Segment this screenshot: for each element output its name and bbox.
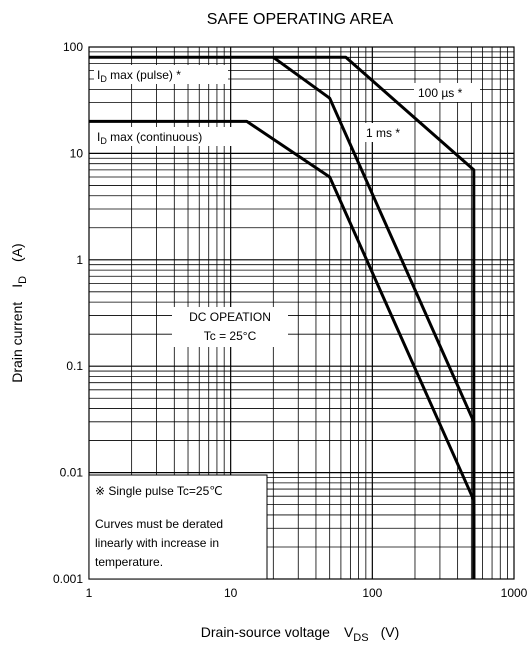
y-tick-label: 0.01 (60, 466, 84, 480)
plot-frame (88, 46, 515, 580)
label-100us: 100 µs * (418, 86, 463, 100)
y-tick-labels: 0.001 0.01 0.1 1 10 100 (53, 40, 83, 586)
id-max-pulse-label-bg (94, 65, 228, 84)
y-tick-label: 0.1 (66, 359, 83, 373)
note-derate-line1: Curves must be derated (95, 517, 223, 531)
series-line-3 (89, 119, 476, 579)
id-max-cont-label: ID max (continuous) (97, 130, 202, 146)
y-axis-label: Drain currentID(A) (9, 243, 29, 382)
id-max-pulse-label: ID max (pulse) * (97, 68, 181, 84)
x-tick-label: 1 (86, 586, 93, 600)
x-tick-label: 10 (224, 586, 238, 600)
note-derate-line3: temperature. (95, 555, 163, 569)
x-tick-label: 100 (362, 586, 382, 600)
x-axis-label: Drain-source voltage VDS (V) (201, 624, 399, 644)
label-100us-bg (414, 83, 480, 102)
y-tick-label: 0.001 (53, 572, 83, 586)
y-tick-label: 10 (70, 146, 84, 160)
label-1ms-bg (362, 123, 410, 142)
id-max-cont-label-bg (94, 127, 244, 146)
note-box (88, 474, 268, 580)
chart-title: SAFE OPERATING AREA (207, 11, 394, 28)
dc-operation-line2: Tc = 25°C (204, 329, 257, 343)
dc-operation-label-bg (172, 307, 288, 347)
dc-operation-line1: DC OPEATION (189, 310, 271, 324)
note-derate-line2: linearly with increase in (95, 536, 219, 550)
series-line-1 (89, 55, 476, 579)
soa-curves (89, 55, 476, 579)
y-tick-label: 100 (63, 40, 83, 54)
x-tick-label: 1000 (501, 586, 528, 600)
y-tick-label: 1 (76, 253, 83, 267)
x-tick-labels: 1 10 100 1000 (86, 586, 528, 600)
label-1ms: 1 ms * (366, 126, 400, 140)
note-single-pulse: ※ Single pulse Tc=25℃ (95, 484, 223, 498)
